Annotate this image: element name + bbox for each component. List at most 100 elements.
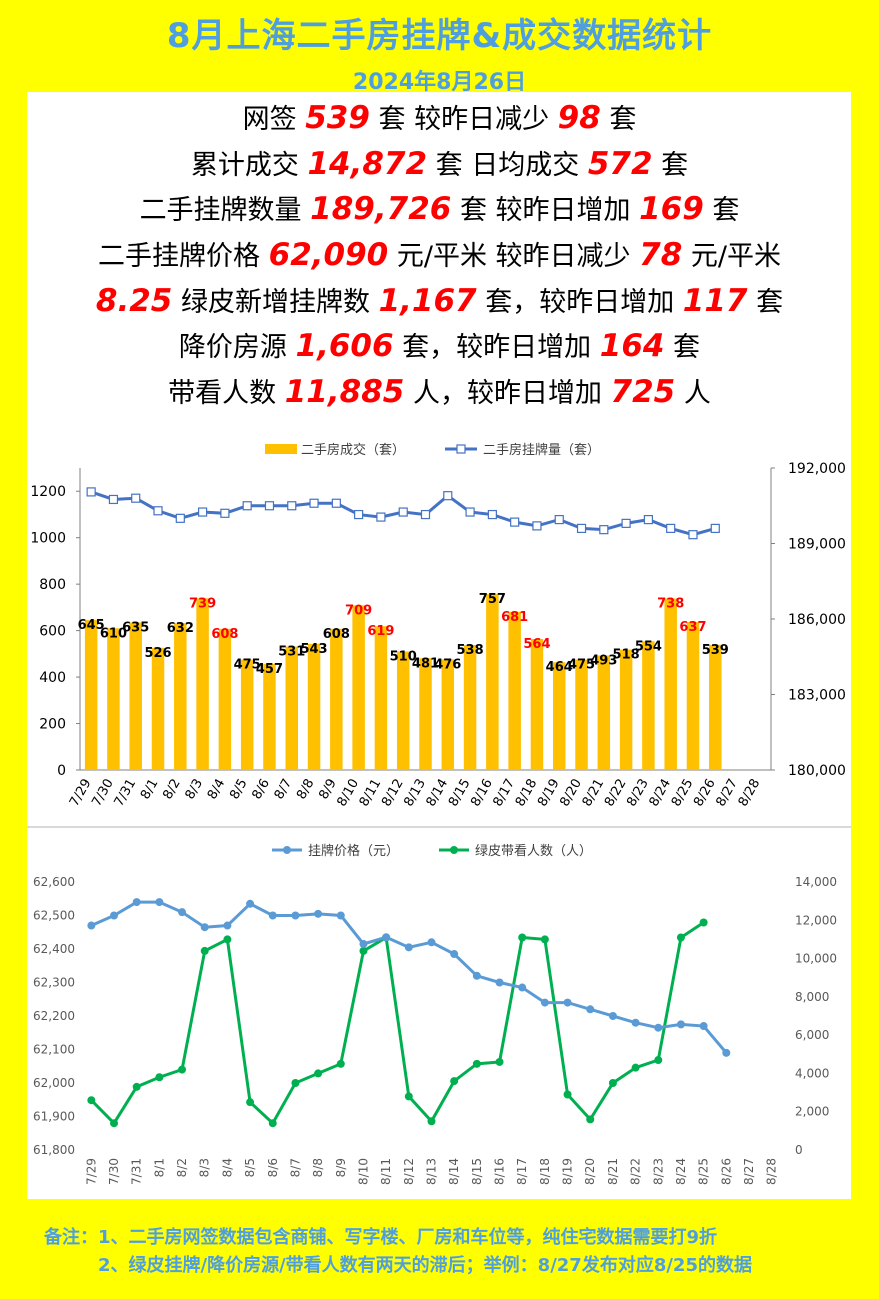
price-line [90,900,728,1054]
y-tick-label-right: 10,000 [795,952,837,966]
listings-point [532,521,542,531]
y-tick-label-left: 600 [39,624,66,640]
bar [263,663,276,770]
bar [553,662,566,770]
viewings-point [518,933,527,942]
x-tick-label: 8/21 [580,777,608,810]
y-tick-label-right: 6,000 [795,1028,829,1042]
viewings-point [654,1056,663,1065]
price-viewings-chart: 61,800 61,900 62,000 62,100 62,200 62,300 62,4… [33,843,837,1185]
price-point [223,921,232,930]
price-point [87,921,96,930]
stat-line-viewings: 带看人数 11,885 人，较昨日增加 725 人 [0,370,879,416]
bar-value-label: 632 [167,621,194,636]
bar [240,659,254,770]
y-tick-label-right: 183,000 [788,688,846,704]
bar [508,611,521,770]
stat-text: 套 [664,332,701,364]
bar-value-label: 739 [189,596,216,611]
sales-listings-chart: 0 200 400 600 800 1000 1200 180,000 183,000 186,0… [30,442,846,810]
x-tick-label: 8/4 [220,1158,234,1177]
stat-line-wangqian: 网签 539 套 较昨日减少 98 套 [0,96,879,142]
x-tick-label: 7/30 [107,1158,121,1185]
bar-value-label: 539 [702,643,729,658]
stat-text: 元/平米 较昨日减少 [388,241,640,273]
y-tick-label-right: 8,000 [795,990,829,1004]
stat-text: 套 日均成交 [427,149,588,181]
price-point [110,911,119,920]
price-point [200,923,209,932]
x-tick-label: 8/7 [288,1158,302,1177]
y-tick-label-right: 180,000 [788,763,846,779]
x-tick-label: 8/16 [493,1158,507,1185]
price-point [608,1012,617,1020]
y-tick-label-right: 12,000 [795,913,837,927]
y-tick-label-left: 61,900 [33,1110,75,1124]
bar-value-label: 493 [590,653,617,668]
stat-text: 绿皮新增挂牌数 [172,286,379,318]
x-tick-label: 8/17 [515,1158,529,1185]
x-tick-label: 8/19 [535,777,563,810]
listings-point [554,514,564,525]
bar-value-label: 481 [412,656,439,671]
x-tick-label: 8/18 [538,1158,552,1185]
bar [419,658,432,770]
listings-point [443,491,453,501]
x-tick-label: 8/18 [513,777,541,810]
stat-number: 1,167 [378,282,477,319]
listings-point [465,507,475,517]
stat-number: 572 [587,145,653,182]
viewings-line [90,921,705,1126]
x-tick-label: 8/20 [583,1158,597,1185]
price-point [495,978,504,987]
price-point [472,971,481,980]
viewings-point [450,1077,459,1086]
stat-text: 二手挂牌数量 [139,195,311,227]
x-tick-label: 8/15 [470,1158,484,1185]
bar-value-label: 475 [568,658,595,673]
bar-value-label: 526 [144,646,171,661]
stat-text: 累计成交 [190,149,308,181]
stat-text: 二手挂牌价格 [98,241,269,273]
bar [330,628,343,770]
stat-text: 套 较昨日增加 [451,195,640,227]
bar [642,641,655,770]
x-tick-label: 7/29 [67,777,95,810]
stat-number: 98 [557,100,601,136]
y-tick-label-left: 1000 [30,531,66,547]
viewings-point [586,1115,595,1124]
stat-number: 14,872 [307,145,428,182]
x-tick-label: 8/14 [424,777,452,810]
price-point [336,911,345,920]
y-tick-label-left: 62,500 [33,909,75,923]
bar-value-label: 645 [78,618,105,633]
y-tick-label-left: 62,300 [33,976,75,990]
viewings-point [246,1098,255,1107]
x-tick-label: 7/31 [130,1158,144,1185]
bar-value-label: 738 [657,597,684,612]
x-tick-label: 8/26 [691,777,719,810]
bar [686,622,700,770]
stat-number: 539 [305,100,370,136]
x-tick-label: 7/30 [89,777,117,810]
listings-point [287,501,297,511]
x-tick-label: 8/28 [765,1158,779,1185]
x-tick-label: 8/3 [198,1158,212,1177]
y-tick-label-left: 800 [39,577,66,593]
bar-value-label: 518 [613,648,640,663]
legend-swatch-marker [456,444,466,454]
viewings-point [178,1065,187,1074]
price-point [563,998,572,1007]
x-tick-label: 8/2 [160,777,183,803]
listings-point [398,507,408,517]
price-point [450,950,459,959]
bar [486,594,499,770]
y-tick-label-left: 62,100 [33,1043,75,1057]
stat-number: 169 [639,191,704,228]
x-tick-label: 8/9 [334,1158,348,1177]
bar [374,626,388,770]
viewings-point [495,1057,504,1066]
bar [709,644,722,770]
x-tick-label: 8/28 [736,777,764,810]
bar [619,649,633,770]
